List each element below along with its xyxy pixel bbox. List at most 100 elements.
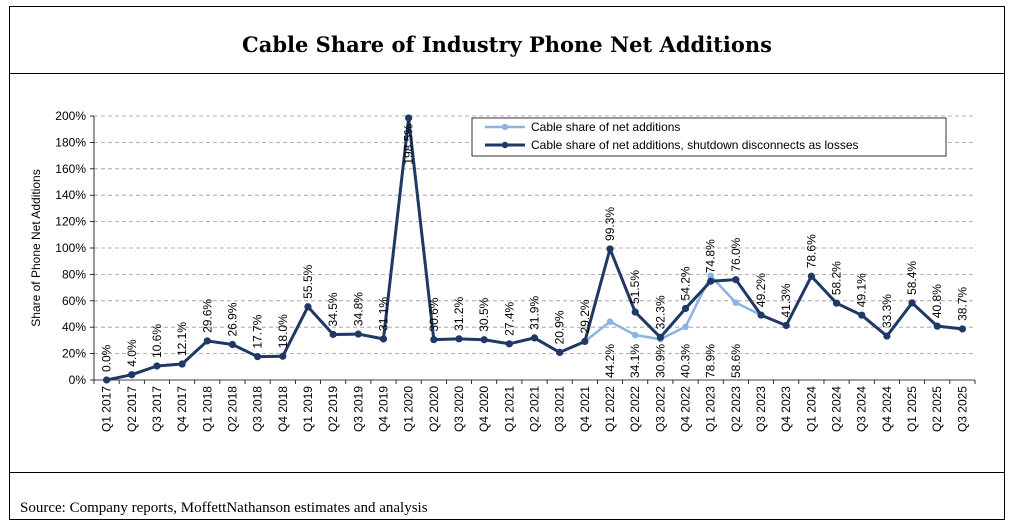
x-tick-label: Q4 2023: [779, 386, 793, 432]
x-tick-label: Q2 2019: [326, 386, 340, 432]
data-label: 31.2%: [452, 296, 466, 330]
data-point: [203, 337, 211, 345]
data-label: 17.7%: [251, 314, 265, 348]
y-axis-ticks: 0% 20% 40% 60% 80% 100% 120% 140% 160% 180% 200%: [55, 109, 94, 387]
data-point: [732, 299, 740, 306]
data-label: 31.1%: [376, 297, 390, 331]
x-tick-label: Q2 2017: [125, 386, 139, 432]
data-point: [178, 360, 186, 368]
x-tick-label: Q3 2021: [553, 386, 567, 432]
x-tick-label: Q4 2021: [578, 386, 592, 432]
data-point: [405, 114, 413, 122]
data-label: 18.0%: [276, 314, 290, 348]
data-label: 198.5%: [402, 124, 416, 165]
data-label: 54.2%: [679, 266, 693, 300]
data-point: [430, 336, 438, 344]
x-tick-label: Q3 2019: [351, 386, 365, 432]
data-point: [908, 299, 916, 307]
data-label: 29.2%: [578, 299, 592, 333]
data-label: 0.0%: [100, 344, 114, 372]
data-point: [354, 330, 362, 338]
x-tick-label: Q1 2019: [301, 386, 315, 432]
x-tick-label: Q1 2018: [200, 386, 214, 432]
data-point: [631, 331, 639, 339]
data-label: 76.0%: [729, 237, 743, 271]
x-tick-label: Q3 2018: [251, 386, 265, 432]
data-label: 41.3%: [779, 283, 793, 317]
chart-frame: [9, 6, 1005, 520]
legend-box: [471, 117, 947, 157]
data-label: 55.5%: [301, 264, 315, 298]
data-label: 40.8%: [930, 284, 944, 318]
x-tick-label: Q4 2024: [880, 386, 894, 432]
data-label: 74.8%: [704, 239, 718, 273]
x-tick-label: Q4 2022: [679, 386, 693, 432]
data-point: [581, 337, 589, 346]
data-point: [254, 353, 262, 361]
data-label: 31.9%: [528, 296, 542, 330]
x-tick-label: Q3 2022: [653, 386, 667, 432]
data-label: 30.5%: [477, 297, 491, 331]
x-tick-label: Q2 2022: [628, 386, 642, 432]
data-point: [883, 332, 891, 340]
x-tick-label: Q3 2017: [150, 386, 164, 432]
data-label: 38.7%: [955, 287, 969, 321]
x-tick-label: Q1 2025: [905, 386, 919, 432]
data-label: 44.2%: [603, 344, 617, 378]
x-tick-label: Q3 2024: [855, 386, 869, 432]
data-point: [606, 245, 614, 253]
data-point: [505, 340, 513, 348]
x-tick-label: Q1 2017: [100, 386, 114, 432]
source-divider: [9, 472, 1005, 473]
data-point: [757, 311, 765, 319]
axes: [93, 116, 975, 381]
data-point: [480, 336, 488, 344]
data-point: [102, 376, 111, 384]
data-label: 34.1%: [628, 344, 642, 378]
data-label: 12.1%: [175, 322, 189, 356]
data-point: [329, 330, 337, 339]
legend-label-2: Cable share of net additions, shutdown d…: [531, 138, 859, 152]
data-point: [530, 334, 539, 342]
x-tick-label: Q2 2025: [930, 386, 944, 432]
y-tick-label: 140%: [55, 188, 86, 202]
data-point: [153, 362, 161, 370]
x-tick-label: Q4 2018: [276, 386, 290, 432]
data-label: 34.5%: [326, 292, 340, 326]
data-label: 58.4%: [905, 261, 919, 295]
data-label: 58.2%: [830, 261, 844, 295]
data-label: 30.9%: [653, 344, 667, 378]
series-cable-share-shutdown: [102, 114, 967, 384]
legend: Cable share of net additions Cable share…: [471, 117, 947, 157]
x-tick-label: Q1 2020: [402, 386, 416, 432]
data-label: 20.9%: [553, 310, 567, 344]
x-tick-label: Q2 2018: [225, 386, 239, 432]
data-label: 32.3%: [653, 295, 667, 329]
x-tick-label: Q1 2022: [603, 386, 617, 432]
chart-title: Cable Share of Industry Phone Net Additi…: [242, 32, 772, 57]
x-tick-label: Q3 2023: [754, 386, 768, 432]
x-tick-label: Q2 2020: [427, 386, 441, 432]
data-label: 40.3%: [679, 344, 693, 378]
data-point: [682, 323, 689, 331]
x-tick-label: Q1 2023: [704, 386, 718, 432]
y-tick-label: 0%: [69, 373, 87, 387]
x-tick-label: Q4 2019: [376, 386, 390, 432]
y-tick-label: 120%: [55, 215, 86, 229]
x-tick-label: Q2 2024: [830, 386, 844, 432]
data-label: 10.6%: [150, 324, 164, 358]
data-label: 78.9%: [704, 344, 718, 378]
data-point: [681, 304, 690, 313]
y-tick-label: 80%: [62, 267, 86, 281]
data-label: 27.4%: [502, 301, 516, 335]
x-tick-label: Q4 2017: [175, 386, 189, 432]
y-tick-label: 40%: [62, 320, 86, 334]
data-label: 26.9%: [225, 302, 239, 336]
x-tick-label: Q2 2021: [528, 386, 542, 432]
data-point: [782, 321, 790, 330]
data-label: 33.3%: [880, 294, 894, 328]
data-point: [858, 311, 866, 319]
data-point: [379, 335, 388, 343]
data-label: 58.6%: [729, 344, 743, 378]
